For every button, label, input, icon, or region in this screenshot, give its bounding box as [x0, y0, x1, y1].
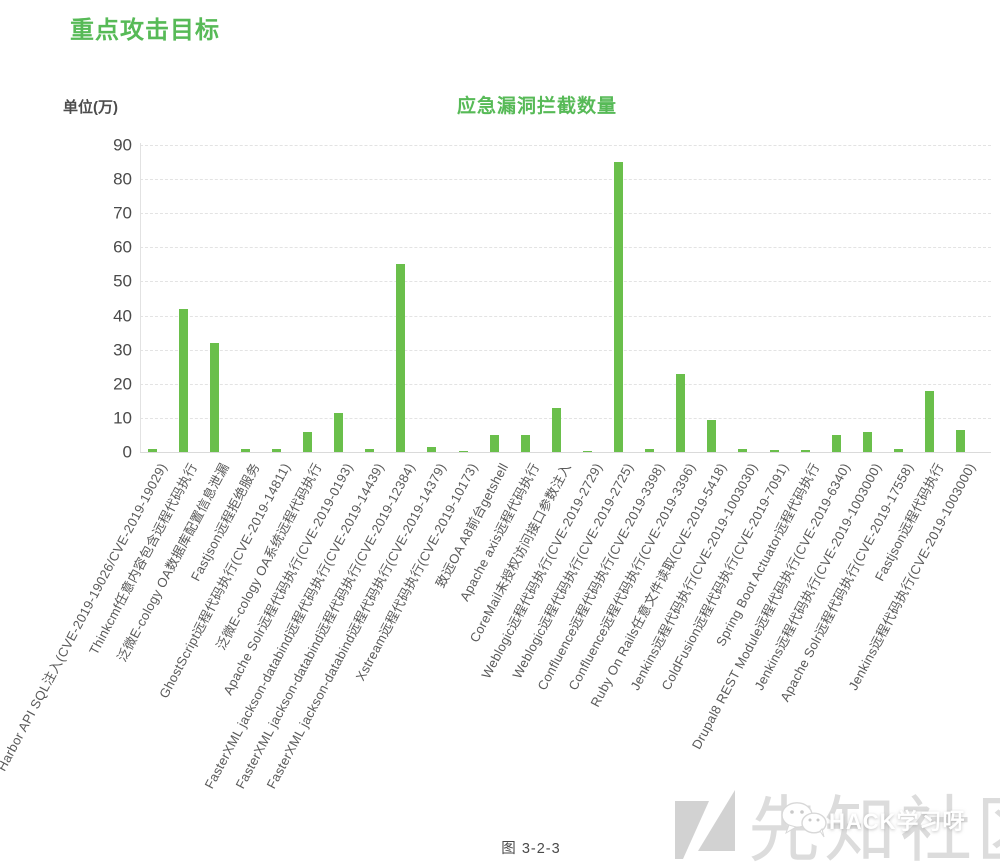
- bar: [551, 407, 561, 452]
- bar: [676, 373, 686, 452]
- y-axis-tick-label: 40: [113, 306, 132, 326]
- bar: [707, 419, 717, 452]
- bar: [271, 448, 281, 452]
- y-axis-tick-label: 20: [113, 374, 132, 394]
- bar: [365, 448, 375, 452]
- xianzhi-logo: [675, 790, 735, 859]
- y-axis-tick-label: 70: [113, 203, 132, 223]
- y-axis-tick-label: 0: [122, 442, 132, 462]
- bar: [427, 446, 437, 452]
- gridline: [140, 145, 991, 146]
- bar: [303, 431, 312, 452]
- bar: [458, 450, 468, 452]
- watermark-overlay-text: HACK学习呀: [829, 808, 966, 834]
- watermark-overlay: HACK学习呀: [779, 801, 966, 838]
- bar: [769, 449, 779, 452]
- gridline: [140, 213, 991, 215]
- gridline: [140, 417, 991, 419]
- y-axis-unit-label: 单位(万): [63, 99, 118, 116]
- bar: [893, 448, 903, 452]
- bar: [800, 449, 810, 452]
- y-axis-tick-label: 90: [113, 135, 132, 155]
- bar: [582, 450, 592, 452]
- bar: [396, 264, 406, 452]
- bar: [209, 342, 219, 452]
- bar: [925, 390, 934, 452]
- page-title: 重点攻击目标: [70, 17, 220, 44]
- y-axis-tick-label: 50: [113, 271, 132, 291]
- gridline: [140, 281, 991, 283]
- bar: [831, 434, 841, 452]
- y-axis-tick-label: 60: [113, 237, 132, 257]
- bar: [178, 308, 188, 452]
- y-axis-line: [140, 143, 141, 452]
- bar: [147, 448, 157, 452]
- gridline: [140, 315, 991, 317]
- x-axis-line: [140, 452, 991, 453]
- y-axis-tick-label: 10: [113, 408, 132, 428]
- figure-caption: 图 3-2-3: [501, 841, 561, 857]
- gridline: [140, 179, 991, 181]
- bar: [645, 448, 655, 452]
- bar: [240, 448, 250, 452]
- bar: [614, 162, 623, 452]
- gridline: [140, 247, 991, 249]
- gridline: [140, 383, 991, 385]
- wechat-icon: [781, 802, 827, 838]
- bar: [738, 448, 748, 452]
- bar: [334, 412, 344, 452]
- bar: [862, 431, 872, 452]
- gridline: [140, 349, 991, 351]
- y-axis-tick-label: 30: [113, 340, 132, 360]
- bar: [956, 429, 966, 452]
- y-axis-tick-label: 80: [113, 169, 132, 189]
- chart-title: 应急漏洞拦截数量: [456, 96, 618, 117]
- bar: [520, 434, 530, 452]
- bar: [489, 434, 499, 452]
